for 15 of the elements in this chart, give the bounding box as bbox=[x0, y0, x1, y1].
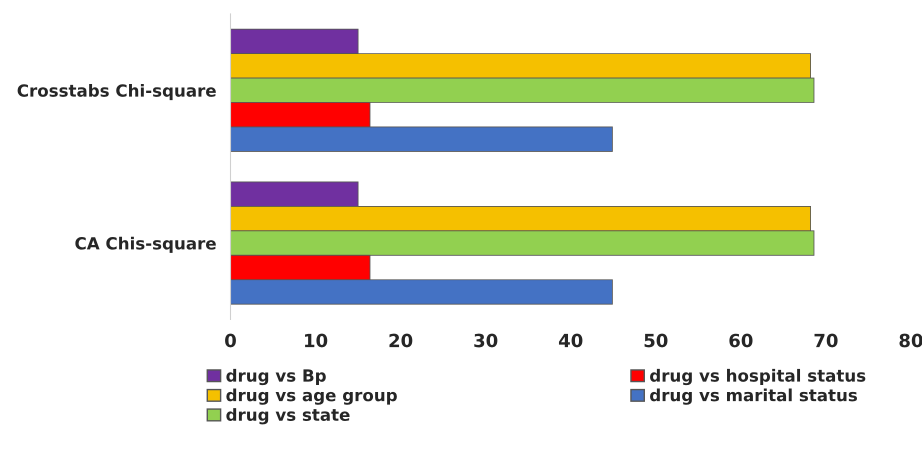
x-tick-label: 70 bbox=[814, 334, 838, 348]
y-tick-label: CA Chis-square bbox=[75, 236, 216, 253]
legend-label: drug vs age group bbox=[226, 388, 397, 405]
x-tick-label: 40 bbox=[558, 334, 582, 348]
x-tick-label: 30 bbox=[474, 334, 498, 348]
legend-label: drug vs marital status bbox=[650, 388, 857, 405]
legend-label: drug vs Bp bbox=[226, 368, 326, 386]
legend-label: drug vs hospital status bbox=[650, 368, 866, 386]
y-tick-label: Crosstabs Chi-square bbox=[18, 84, 216, 100]
x-tick-label: 60 bbox=[729, 334, 753, 348]
x-tick-label: 20 bbox=[389, 334, 412, 348]
x-tick-label: 10 bbox=[305, 334, 328, 348]
legend-label: drug vs state bbox=[226, 408, 350, 424]
x-tick-label: 50 bbox=[644, 334, 668, 348]
x-tick-label: 0 bbox=[225, 334, 236, 348]
